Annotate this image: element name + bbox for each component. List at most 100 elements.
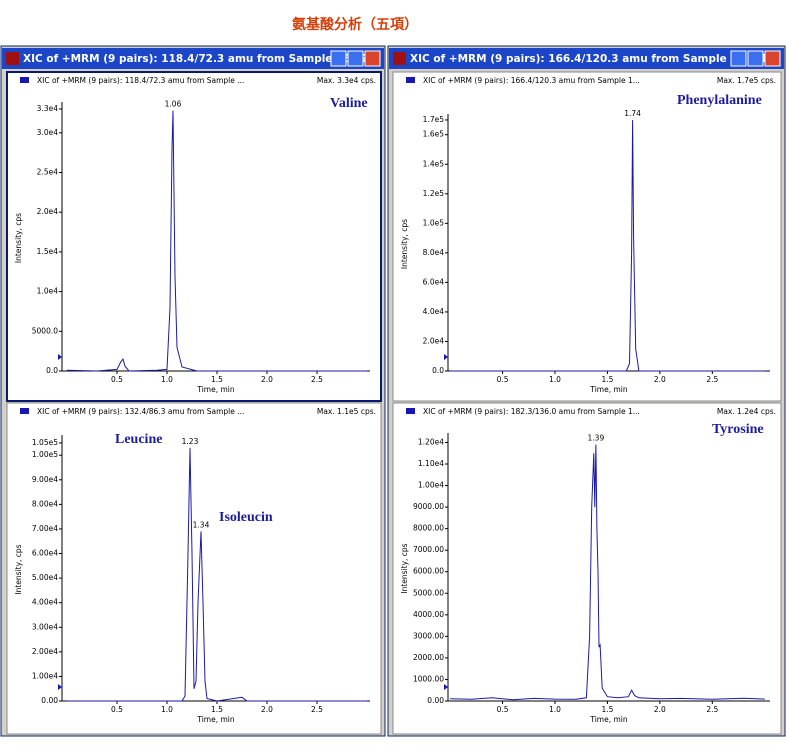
panel-header: XIC of +MRM (9 pairs): 182.3/136.0 amu f… — [423, 407, 640, 416]
peak-label: 1.34 — [193, 520, 210, 529]
max-label: Max. 1.1e5 cps. — [317, 407, 376, 416]
x-tick-label: 1.5 — [211, 375, 223, 384]
y-tick-label: 2.5e4 — [37, 167, 59, 176]
y-tick-label: 5000.0 — [32, 326, 58, 335]
y-tick-label: 2.0e4 — [423, 336, 445, 345]
x-tick-label: 1.5 — [211, 705, 223, 714]
y-tick-label: 1.6e5 — [423, 130, 445, 139]
y-tick-label: 0.0 — [432, 366, 444, 375]
y-tick-label: 6000.00 — [413, 567, 444, 576]
y-tick-label: 4000.00 — [413, 610, 444, 619]
y-tick-label: 1.00e5 — [32, 450, 58, 459]
peak-label: 1.39 — [588, 434, 605, 443]
y-tick-label: 1.20e4 — [418, 437, 444, 446]
y-tick-label: 1.10e4 — [418, 459, 444, 468]
panel-header: XIC of +MRM (9 pairs): 118.4/72.3 amu fr… — [37, 76, 244, 85]
compound-label: Valine — [330, 96, 368, 111]
minimize-button[interactable] — [330, 50, 347, 67]
legend-swatch — [406, 77, 415, 83]
y-tick-label: 2.0e4 — [37, 207, 59, 216]
max-label: Max. 3.3e4 cps. — [317, 76, 376, 85]
x-tick-label: 2.0 — [654, 375, 666, 384]
x-tick-label: 1.5 — [601, 375, 613, 384]
baseline-marker — [444, 354, 448, 360]
x-tick-label: 0.5 — [111, 705, 123, 714]
x-tick-label: 0.5 — [497, 705, 509, 714]
y-tick-label: 1.5e4 — [37, 247, 59, 256]
x-tick-label: 2.0 — [261, 375, 273, 384]
y-tick-label: 1.05e5 — [32, 438, 58, 447]
y-tick-label: 5.00e4 — [32, 573, 58, 582]
app-icon — [6, 52, 19, 65]
y-tick-label: 2.00e4 — [32, 647, 58, 656]
y-tick-label: 1.00e4 — [32, 671, 58, 680]
window-title: XIC of +MRM (9 pairs): 118.4/72.3 amu fr… — [23, 53, 379, 65]
x-tick-label: 1.0 — [161, 705, 173, 714]
x-axis-label: Time, min — [196, 715, 235, 724]
x-axis-label: Time, min — [196, 385, 235, 394]
y-tick-label: 9000.00 — [413, 502, 444, 511]
window-title: XIC of +MRM (9 pairs): 166.4/120.3 amu f… — [410, 53, 779, 65]
y-tick-label: 7000.00 — [413, 545, 444, 554]
max-label: Max. 1.2e4 cps. — [717, 407, 776, 416]
y-tick-label: 3000.00 — [413, 631, 444, 640]
y-tick-label: 6.00e4 — [32, 549, 58, 558]
y-tick-label: 7.00e4 — [32, 524, 58, 533]
y-tick-label: 1.0e5 — [423, 218, 445, 227]
x-tick-label: 2.0 — [261, 705, 273, 714]
baseline-marker — [58, 684, 62, 690]
x-tick-label: 2.5 — [311, 375, 323, 384]
peak-label: 1.23 — [182, 437, 199, 446]
baseline-marker — [58, 354, 62, 360]
title-bar — [2, 48, 384, 69]
minimize-button[interactable] — [730, 50, 747, 67]
y-tick-label: 8.00e4 — [32, 499, 58, 508]
y-tick-label: 0.00 — [41, 696, 58, 705]
baseline-marker — [444, 684, 448, 690]
y-tick-label: 1.0e4 — [37, 287, 59, 296]
y-tick-label: 2000.00 — [413, 653, 444, 662]
y-tick-label: 9.00e4 — [32, 475, 58, 484]
y-tick-label: 8000.00 — [413, 524, 444, 533]
y-tick-label: 4.00e4 — [32, 598, 58, 607]
x-tick-label: 2.5 — [706, 705, 718, 714]
y-tick-label: 1.7e5 — [423, 115, 445, 124]
maximize-button[interactable] — [747, 50, 764, 67]
chromatogram-line — [66, 110, 367, 372]
close-button[interactable] — [764, 50, 781, 67]
panel-header: XIC of +MRM (9 pairs): 166.4/120.3 amu f… — [423, 76, 640, 85]
y-tick-label: 1.00e4 — [418, 481, 444, 490]
y-tick-label: 3.00e4 — [32, 622, 58, 631]
x-axis-label: Time, min — [589, 385, 628, 394]
app-icon — [393, 52, 406, 65]
x-tick-label: 1.5 — [601, 705, 613, 714]
y-axis-label: Intensity, cps — [14, 213, 23, 263]
y-tick-label: 6.0e4 — [423, 277, 445, 286]
legend-swatch — [20, 408, 29, 414]
y-axis-label: Intensity, cps — [14, 544, 23, 594]
y-tick-label: 3.0e4 — [37, 128, 59, 137]
x-tick-label: 1.0 — [161, 375, 173, 384]
x-tick-label: 2.5 — [706, 375, 718, 384]
y-tick-label: 4.0e4 — [423, 307, 445, 316]
legend-swatch — [20, 77, 29, 83]
legend-swatch — [406, 408, 415, 414]
y-tick-label: 8.0e4 — [423, 248, 445, 257]
maximize-button[interactable] — [347, 50, 364, 67]
y-tick-label: 1.4e5 — [423, 159, 445, 168]
compound-label: Leucine — [115, 432, 162, 447]
x-tick-label: 0.5 — [497, 375, 509, 384]
chromatogram-line — [450, 119, 765, 372]
panel — [6, 71, 382, 402]
close-button[interactable] — [364, 50, 381, 67]
compound-label: Isoleucin — [219, 510, 273, 525]
peak-label: 1.06 — [165, 100, 182, 109]
y-tick-label: 0.00 — [427, 696, 444, 705]
y-tick-label: 5000.00 — [413, 588, 444, 597]
y-tick-label: 0.0 — [46, 366, 58, 375]
panel-header: XIC of +MRM (9 pairs): 132.4/86.3 amu fr… — [37, 407, 244, 416]
y-axis-label: Intensity, cps — [400, 219, 409, 269]
y-tick-label: 3.3e4 — [37, 104, 59, 113]
y-axis-label: Intensity, cps — [400, 543, 409, 593]
